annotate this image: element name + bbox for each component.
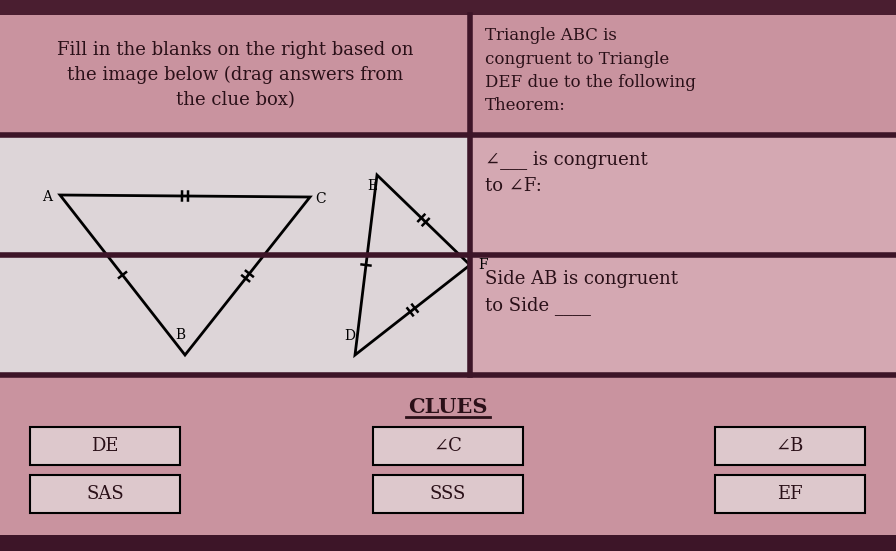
FancyBboxPatch shape	[0, 135, 470, 375]
Text: DE: DE	[91, 437, 119, 455]
FancyBboxPatch shape	[30, 427, 180, 465]
FancyBboxPatch shape	[0, 375, 896, 535]
FancyBboxPatch shape	[470, 135, 896, 255]
Text: E: E	[367, 179, 377, 193]
Text: B: B	[175, 328, 185, 342]
FancyBboxPatch shape	[30, 475, 180, 513]
FancyBboxPatch shape	[715, 475, 865, 513]
FancyBboxPatch shape	[373, 427, 523, 465]
FancyBboxPatch shape	[470, 255, 896, 375]
Text: ∠___ is congruent
to ∠F:: ∠___ is congruent to ∠F:	[485, 150, 648, 196]
Text: Fill in the blanks on the right based on
the image below (drag answers from
the : Fill in the blanks on the right based on…	[56, 41, 413, 109]
Text: ∠B: ∠B	[776, 437, 805, 455]
Text: Triangle ABC is
congruent to Triangle
DEF due to the following
Theorem:: Triangle ABC is congruent to Triangle DE…	[485, 27, 696, 115]
Text: EF: EF	[777, 485, 803, 503]
Text: ∠C: ∠C	[434, 437, 462, 455]
Text: CLUES: CLUES	[409, 397, 487, 417]
FancyBboxPatch shape	[373, 475, 523, 513]
Text: F: F	[478, 258, 487, 272]
FancyBboxPatch shape	[470, 15, 896, 135]
FancyBboxPatch shape	[715, 427, 865, 465]
Text: C: C	[315, 192, 325, 206]
Text: SSS: SSS	[430, 485, 466, 503]
Text: A: A	[42, 190, 52, 204]
FancyBboxPatch shape	[0, 15, 470, 135]
Text: SAS: SAS	[86, 485, 124, 503]
FancyBboxPatch shape	[0, 0, 896, 15]
Text: Side AB is congruent
to Side ____: Side AB is congruent to Side ____	[485, 270, 678, 315]
Text: D: D	[344, 329, 356, 343]
